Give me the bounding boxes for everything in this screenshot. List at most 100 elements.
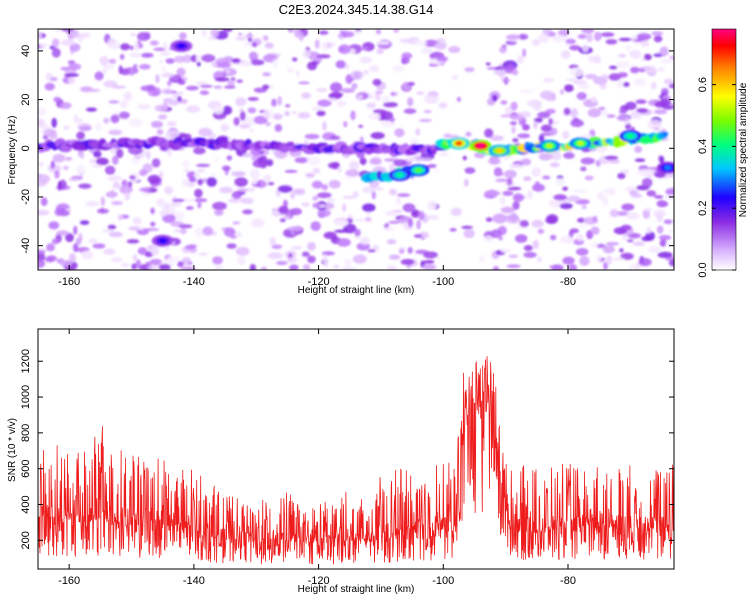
heatmap-cell bbox=[523, 251, 537, 258]
heatmap-cell bbox=[194, 188, 203, 198]
heatmap-cell bbox=[244, 33, 254, 39]
heatmap-cell bbox=[165, 58, 175, 64]
heatmap-cell bbox=[147, 265, 160, 270]
heatmap-cell bbox=[56, 230, 70, 236]
heatmap-cell bbox=[600, 83, 607, 90]
heatmap-cell bbox=[551, 264, 564, 270]
heatmap-cell bbox=[646, 190, 657, 197]
heatmap-cell bbox=[511, 69, 519, 76]
heatmap-cell bbox=[326, 197, 335, 203]
heatmap-cell bbox=[120, 53, 125, 60]
heatmap-cell bbox=[602, 188, 609, 194]
heatmap-x-tick-label: -160 bbox=[58, 276, 80, 288]
heatmap-cell bbox=[434, 168, 440, 173]
heatmap-cell bbox=[439, 152, 449, 157]
heatmap-cell bbox=[483, 235, 494, 243]
heatmap-cell bbox=[197, 202, 202, 209]
heatmap-cell bbox=[414, 167, 422, 173]
heatmap-cell bbox=[60, 39, 76, 46]
heatmap-cell bbox=[69, 43, 81, 52]
heatmap-cell bbox=[197, 178, 204, 186]
heatmap-cell bbox=[96, 208, 110, 214]
heatmap-cell bbox=[464, 67, 475, 73]
heatmap-cell bbox=[202, 178, 208, 183]
heatmap-cell bbox=[499, 46, 507, 54]
heatmap-cell bbox=[403, 108, 417, 114]
heatmap-cell bbox=[232, 171, 246, 177]
heatmap-cell bbox=[551, 34, 567, 43]
heatmap-cell bbox=[287, 29, 294, 33]
heatmap-cell bbox=[558, 29, 570, 37]
heatmap-cell bbox=[609, 65, 618, 70]
colorbar-tick-label: 0.0 bbox=[697, 262, 709, 277]
heatmap-cell bbox=[219, 186, 233, 194]
heatmap-cell bbox=[289, 264, 299, 270]
heatmap-cell bbox=[108, 129, 123, 136]
heatmap-cell bbox=[506, 264, 521, 269]
heatmap-cell bbox=[569, 67, 585, 77]
heatmap-cell bbox=[342, 203, 347, 212]
heatmap-cell bbox=[412, 212, 417, 216]
heatmap-cell bbox=[136, 32, 151, 41]
heatmap-cell bbox=[659, 46, 669, 57]
heatmap-cell bbox=[345, 169, 360, 178]
heatmap-cell bbox=[156, 129, 164, 135]
heatmap-cell bbox=[177, 261, 184, 268]
heatmap-cell bbox=[292, 188, 306, 195]
heatmap-cell bbox=[548, 199, 564, 208]
heatmap-cell bbox=[137, 247, 148, 255]
heatmap-cell bbox=[396, 172, 404, 178]
heatmap-cell bbox=[647, 119, 663, 130]
heatmap-cell bbox=[531, 39, 541, 46]
heatmap-cell bbox=[140, 85, 155, 92]
heatmap-cell bbox=[335, 60, 346, 69]
heatmap-cell bbox=[271, 244, 283, 250]
snr-x-tick-label: -120 bbox=[308, 575, 330, 587]
heatmap-cell bbox=[231, 58, 241, 63]
heatmap-cell bbox=[103, 117, 110, 124]
heatmap-cell bbox=[517, 133, 531, 139]
heatmap-cell bbox=[630, 193, 643, 198]
heatmap-cell bbox=[272, 113, 283, 120]
heatmap-cell bbox=[443, 133, 452, 139]
heatmap-cell bbox=[135, 259, 142, 269]
heatmap-cell bbox=[500, 206, 515, 214]
heatmap-cell bbox=[302, 49, 311, 59]
heatmap-cell bbox=[368, 113, 383, 120]
heatmap-cell bbox=[124, 191, 130, 201]
heatmap-cell bbox=[635, 99, 647, 104]
heatmap-cell bbox=[133, 64, 138, 68]
snr-x-tick-label: -80 bbox=[560, 575, 576, 587]
heatmap-cell bbox=[564, 84, 574, 92]
heatmap-cell bbox=[60, 66, 70, 71]
heatmap-cell bbox=[485, 62, 491, 66]
heatmap-cell bbox=[512, 193, 524, 203]
heatmap-cell bbox=[668, 83, 674, 89]
heatmap-cell bbox=[388, 220, 401, 224]
heatmap-cell bbox=[504, 169, 517, 179]
heatmap-cell bbox=[352, 254, 367, 264]
heatmap-cell bbox=[214, 77, 230, 82]
heatmap-cell bbox=[251, 42, 258, 48]
heatmap-cell bbox=[51, 117, 57, 128]
heatmap-cell bbox=[576, 233, 584, 242]
heatmap-cell bbox=[155, 74, 160, 84]
heatmap-cell bbox=[264, 42, 274, 49]
heatmap-cell bbox=[360, 46, 369, 51]
heatmap-cell bbox=[226, 243, 237, 249]
heatmap-cell bbox=[659, 239, 667, 247]
heatmap-cell bbox=[367, 249, 376, 253]
heatmap-cell bbox=[421, 47, 433, 55]
heatmap-cell bbox=[174, 55, 186, 63]
heatmap-cell bbox=[346, 175, 351, 181]
heatmap-y-axis-label: Frequency (Hz) bbox=[7, 116, 18, 185]
heatmap-cell bbox=[307, 51, 320, 61]
heatmap-cell bbox=[381, 95, 391, 104]
heatmap-cell bbox=[240, 197, 254, 204]
heatmap-cell bbox=[39, 124, 51, 130]
heatmap-cell bbox=[119, 43, 131, 51]
heatmap-cell bbox=[235, 246, 250, 256]
heatmap-cell bbox=[314, 39, 320, 49]
heatmap-cell bbox=[128, 181, 133, 188]
heatmap-cell bbox=[622, 234, 628, 241]
